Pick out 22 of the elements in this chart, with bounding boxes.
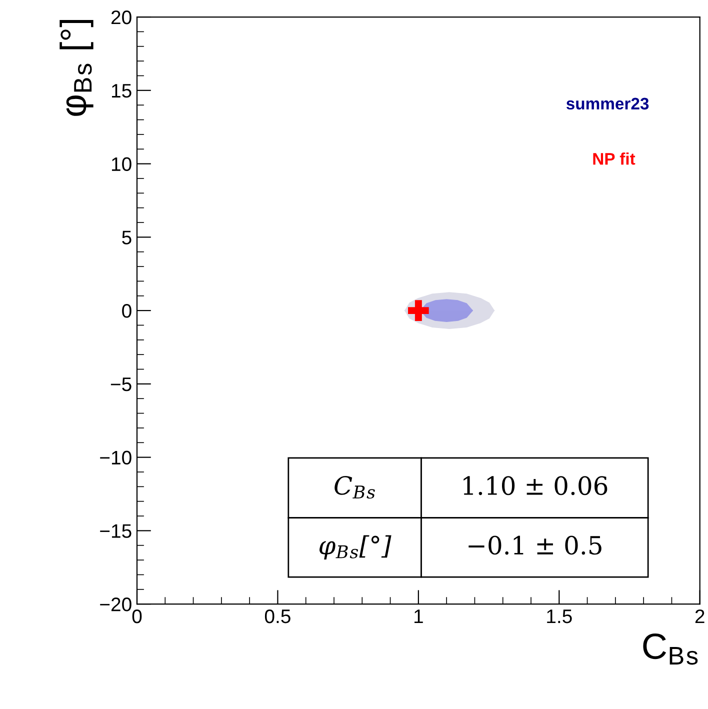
x-tick-label: 0 (132, 609, 142, 624)
annotation: summer23 (566, 98, 649, 110)
y-tick-label: 0 (122, 304, 132, 318)
y-tick-label: 20 (111, 10, 132, 24)
y-axis-title: φ$_{Bs}$ [°] (60, 20, 94, 116)
x-tick-label: 2 (695, 609, 704, 624)
x-axis-title: C$_{Bs}$ (643, 634, 698, 665)
annotation: −0.1 ± 0.5 (468, 536, 602, 555)
y-tick-label: −10 (100, 450, 132, 465)
y-tick-label: 10 (112, 157, 132, 172)
annotation: NP fit (593, 152, 636, 165)
x-tick-label: 1 (414, 610, 423, 624)
y-tick-label: 5 (122, 230, 132, 244)
y-tick-label: −20 (100, 598, 132, 612)
annotation: C$_{Bs}$ (334, 476, 375, 499)
y-tick-label: −5 (110, 378, 132, 392)
y-tick-label: 15 (112, 84, 132, 98)
annotation: 1.10 ± 0.06 (464, 476, 608, 496)
y-tick-label: −15 (100, 524, 132, 538)
annotation: φ$_{Bs}$[°] (320, 535, 392, 560)
x-tick-label: 0.5 (264, 609, 290, 624)
x-tick-label: 1.5 (547, 610, 572, 624)
